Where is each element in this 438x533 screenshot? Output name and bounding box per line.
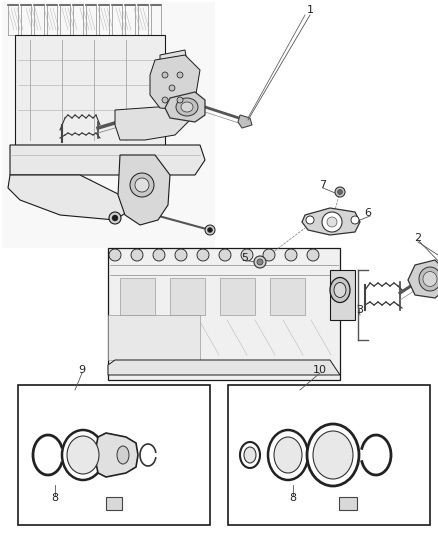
Polygon shape (118, 155, 170, 225)
Circle shape (177, 72, 183, 78)
Circle shape (109, 212, 121, 224)
Circle shape (208, 228, 212, 232)
Circle shape (162, 97, 168, 103)
Circle shape (335, 187, 345, 197)
Circle shape (175, 249, 187, 261)
Circle shape (177, 97, 183, 103)
Bar (228, 385, 430, 525)
Ellipse shape (176, 98, 198, 116)
Polygon shape (160, 50, 190, 105)
Circle shape (257, 259, 263, 265)
Ellipse shape (62, 430, 104, 480)
Circle shape (112, 215, 118, 221)
Bar (108, 248, 340, 380)
Text: 8: 8 (51, 493, 59, 503)
Ellipse shape (117, 446, 129, 464)
Polygon shape (165, 92, 205, 122)
Circle shape (153, 249, 165, 261)
Circle shape (285, 249, 297, 261)
Circle shape (306, 216, 314, 224)
Bar (330, 270, 355, 320)
Circle shape (307, 249, 319, 261)
Circle shape (169, 85, 175, 91)
Ellipse shape (240, 442, 260, 468)
Ellipse shape (307, 424, 359, 486)
Bar (170, 278, 205, 315)
Ellipse shape (181, 102, 193, 112)
Circle shape (327, 217, 337, 227)
Bar (18, 385, 210, 525)
Polygon shape (96, 433, 138, 477)
Polygon shape (108, 360, 340, 375)
Text: 3: 3 (357, 305, 364, 315)
Text: 8: 8 (290, 493, 297, 503)
Ellipse shape (423, 271, 437, 287)
Circle shape (263, 249, 275, 261)
Bar (270, 278, 305, 315)
Text: 6: 6 (364, 208, 371, 218)
Circle shape (130, 173, 154, 197)
Circle shape (219, 249, 231, 261)
Polygon shape (408, 260, 438, 298)
Polygon shape (115, 105, 190, 140)
Text: 5: 5 (241, 253, 248, 263)
Ellipse shape (244, 447, 256, 463)
Ellipse shape (419, 267, 438, 291)
Ellipse shape (268, 430, 308, 480)
Text: 2: 2 (414, 233, 421, 243)
Text: 1: 1 (307, 5, 314, 15)
Circle shape (135, 178, 149, 192)
Bar (106, 497, 122, 510)
Bar (339, 497, 357, 510)
Ellipse shape (274, 437, 302, 473)
Polygon shape (8, 175, 130, 220)
Circle shape (197, 249, 209, 261)
Ellipse shape (334, 282, 346, 297)
Circle shape (351, 216, 359, 224)
Circle shape (131, 249, 143, 261)
Bar (120, 278, 155, 315)
Polygon shape (150, 55, 200, 110)
Circle shape (205, 225, 215, 235)
Ellipse shape (313, 431, 353, 479)
Circle shape (338, 190, 343, 195)
Bar (15, 35, 165, 145)
Ellipse shape (67, 436, 99, 474)
Bar (220, 278, 255, 315)
Bar (108, 315, 200, 360)
Ellipse shape (330, 278, 350, 303)
Polygon shape (10, 145, 205, 175)
Text: 10: 10 (313, 365, 327, 375)
Polygon shape (302, 208, 360, 235)
Text: 9: 9 (78, 365, 85, 375)
Circle shape (322, 212, 342, 232)
Circle shape (109, 249, 121, 261)
Text: 7: 7 (319, 180, 327, 190)
Circle shape (254, 256, 266, 268)
Circle shape (241, 249, 253, 261)
Polygon shape (2, 2, 215, 248)
Polygon shape (238, 115, 252, 128)
Circle shape (162, 72, 168, 78)
